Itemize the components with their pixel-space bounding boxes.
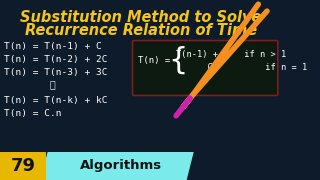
Text: T(n) = T(n-3) + 3C: T(n) = T(n-3) + 3C xyxy=(4,68,107,77)
Text: T(n-1) + C   if n > 1: T(n-1) + C if n > 1 xyxy=(176,50,286,59)
Text: Algorithms: Algorithms xyxy=(80,159,162,172)
Polygon shape xyxy=(41,152,194,180)
Text: Recurrence Relation of Time: Recurrence Relation of Time xyxy=(25,23,257,38)
Text: ⋮: ⋮ xyxy=(4,81,55,90)
Text: Substitution Method to Solve: Substitution Method to Solve xyxy=(20,10,261,25)
Text: T(n) =: T(n) = xyxy=(138,55,171,64)
Text: T(n) = T(n-1) + C: T(n) = T(n-1) + C xyxy=(4,42,101,51)
Text: C          if n = 1: C if n = 1 xyxy=(176,62,307,71)
Text: T(n) = C.n: T(n) = C.n xyxy=(4,109,61,118)
Text: T(n) = T(n-k) + kC: T(n) = T(n-k) + kC xyxy=(4,96,107,105)
Text: 79: 79 xyxy=(10,157,36,175)
Text: {: { xyxy=(168,46,188,75)
FancyBboxPatch shape xyxy=(132,40,278,96)
Text: T(n) = T(n-2) + 2C: T(n) = T(n-2) + 2C xyxy=(4,55,107,64)
Bar xyxy=(0,152,46,180)
